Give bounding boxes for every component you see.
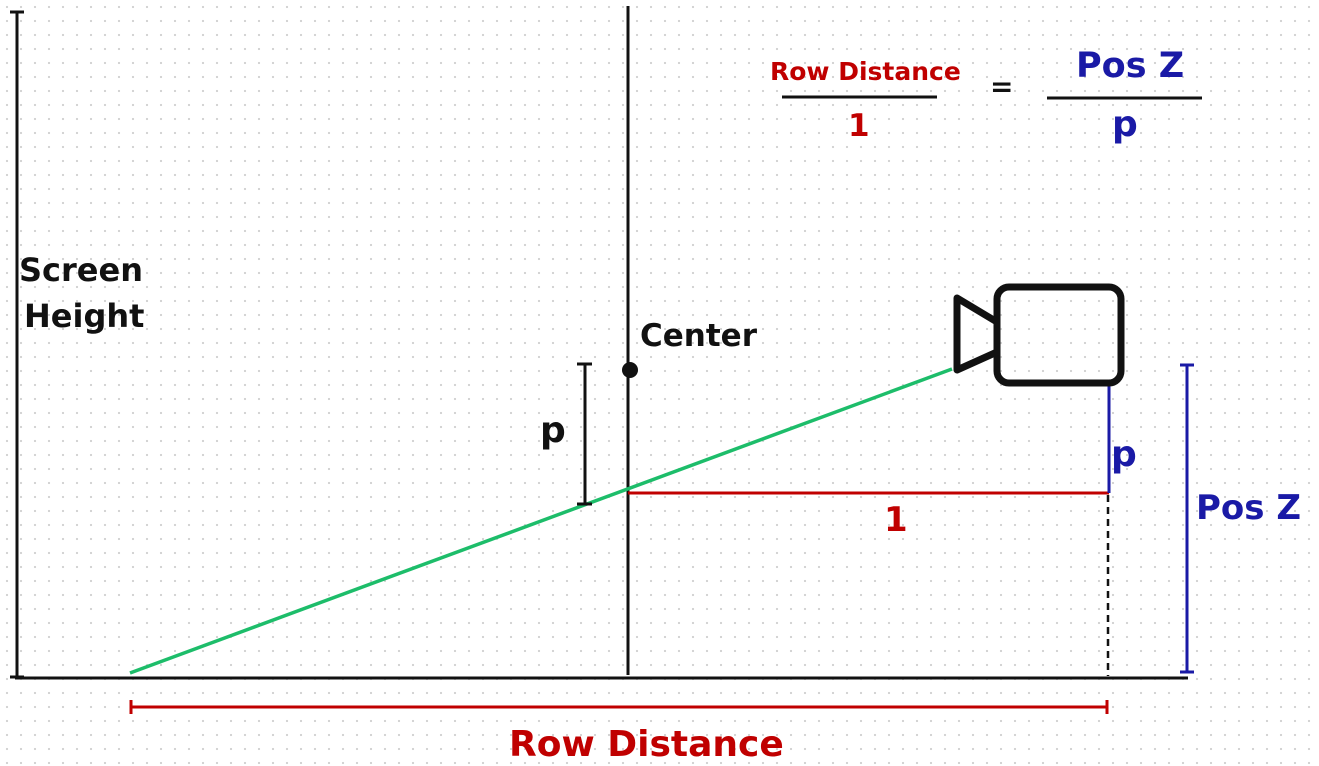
p-label-left: p [540, 413, 566, 449]
equation-equals: = [990, 73, 1013, 101]
p-label-right: p [1111, 437, 1137, 473]
center-dot [622, 362, 638, 378]
row-distance-label: Row Distance [509, 727, 784, 763]
screen-height-label-line2: Height [24, 300, 144, 332]
equation-left-numerator: Row Distance [770, 59, 961, 84]
equation-left-denominator: 1 [848, 111, 870, 142]
equation-right-numerator: Pos Z [1076, 49, 1184, 84]
center-label: Center [640, 321, 757, 352]
camera-icon [957, 287, 1121, 383]
one-segment-label: 1 [884, 503, 908, 537]
screen-height-label-line1: Screen [19, 254, 143, 286]
pos-z-label: Pos Z [1196, 491, 1301, 525]
equation-right-denominator: p [1112, 107, 1138, 143]
